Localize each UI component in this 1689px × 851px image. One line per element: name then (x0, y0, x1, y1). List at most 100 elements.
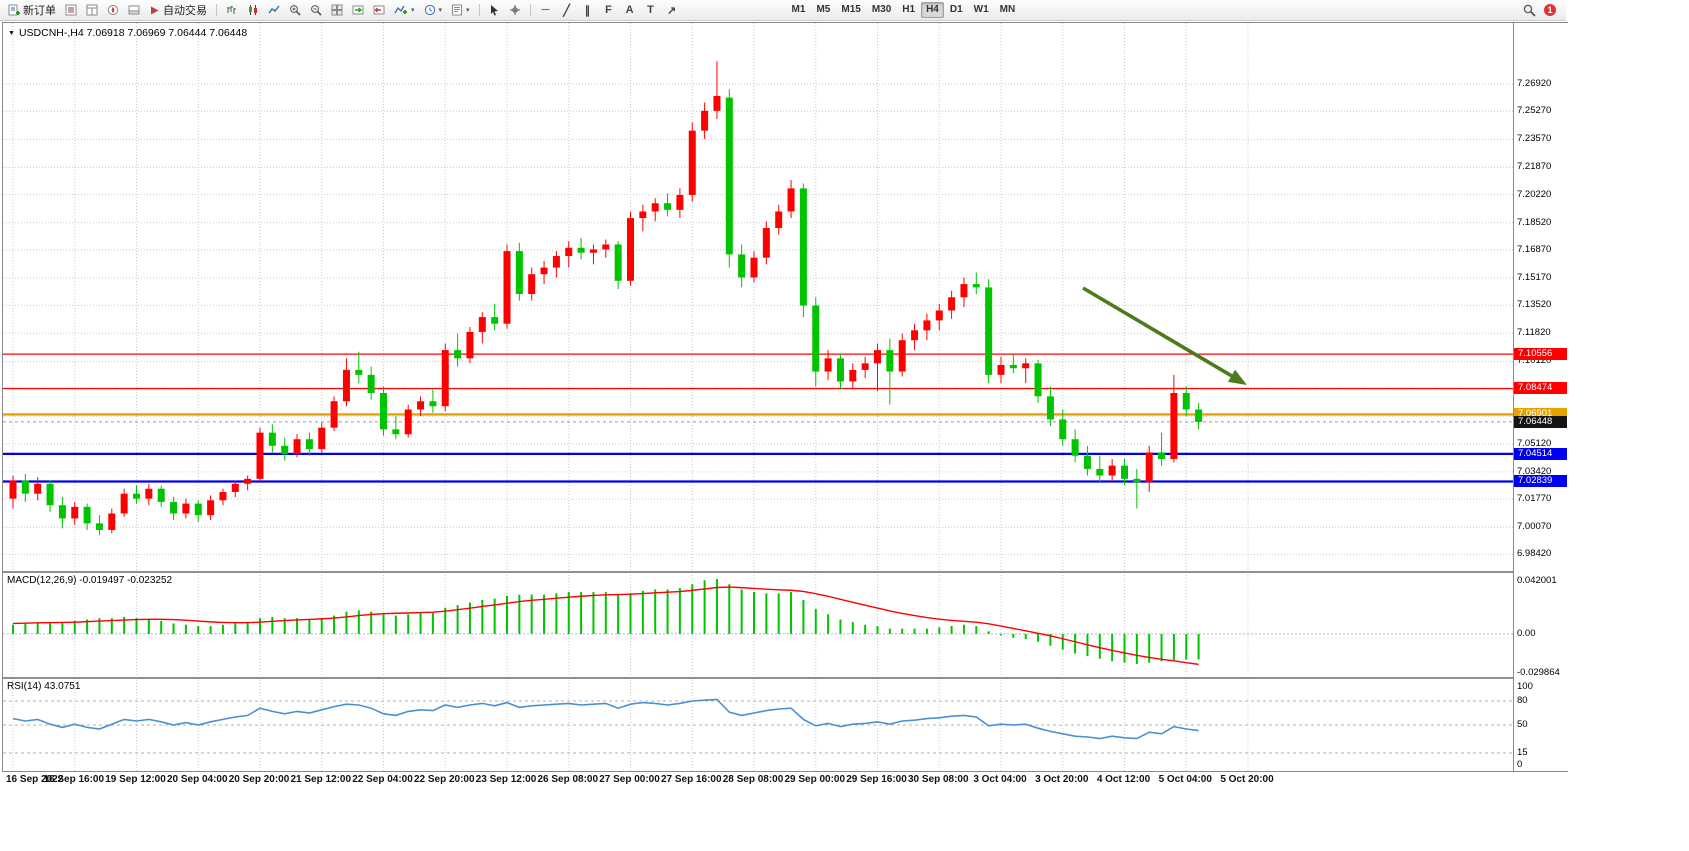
chart-window: ▼ USDCNH-,H4 7.06918 7.06969 7.06444 7.0… (2, 22, 1568, 772)
price-axis-label: 7.18520 (1517, 216, 1552, 228)
time-axis-label: 29 Sep 00:00 (784, 774, 846, 785)
bar-chart-button[interactable] (222, 2, 242, 19)
timeframe-h4-button[interactable]: H4 (921, 2, 944, 18)
bar-chart-icon (227, 6, 236, 14)
search-icon[interactable] (1523, 4, 1536, 17)
candlestick-chart-icon (249, 5, 257, 15)
periods-button[interactable]: ▾ (420, 2, 447, 19)
timeframe-m30-button[interactable]: M30 (871, 4, 892, 15)
indicators-button[interactable]: ▾ (390, 2, 419, 19)
time-axis-label: 20 Sep 04:00 (166, 774, 228, 785)
auto-trading-button[interactable]: 自动交易 (145, 2, 211, 19)
text-tool-button[interactable]: A (625, 4, 634, 16)
zoom-in-button[interactable] (285, 2, 305, 19)
navigator-icon (107, 4, 119, 16)
time-axis-label: 29 Sep 16:00 (846, 774, 907, 785)
level-price-tag: 7.08474 (1514, 382, 1567, 395)
trend-arrow-annotation (1082, 286, 1247, 385)
equidistant-channel-tool-button[interactable]: ∥ (584, 4, 591, 17)
trendline-tool-button[interactable]: ╱ (563, 4, 570, 17)
terminal-icon (128, 5, 140, 15)
templates-button[interactable]: ▾ (447, 2, 474, 19)
time-axis-label: 28 Sep 08:00 (722, 774, 784, 785)
rsi-indicator-label: RSI(14) 43.0751 (7, 681, 81, 692)
pane-splitter-macd[interactable] (3, 571, 1513, 574)
price-axis-label: 7.00070 (1517, 521, 1552, 533)
horizontal-line-tool-button[interactable]: ─ (541, 4, 550, 16)
new-order-label: 新订单 (23, 5, 56, 17)
time-axis-label: 23 Sep 12:00 (475, 774, 537, 785)
zoom-in-icon (290, 5, 301, 16)
rsi-axis-label: 80 (1517, 695, 1528, 706)
level-price-tag: 7.10556 (1514, 348, 1567, 361)
rsi-pane (12, 698, 1199, 740)
chevron-down-icon: ▾ (466, 7, 470, 14)
chart-shift-button[interactable] (369, 2, 389, 19)
toolbar-separator (216, 4, 217, 16)
new-order-button[interactable]: 新订单 (4, 2, 60, 19)
macd-indicator-label: MACD(12,26,9) -0.019497 -0.023252 (7, 575, 173, 586)
time-axis-label: 16 Sep 16:00 (43, 774, 105, 785)
crosshair-button[interactable] (505, 2, 525, 19)
time-axis-label: 27 Sep 16:00 (660, 774, 722, 785)
timeframe-m1-button[interactable]: M1 (791, 4, 806, 15)
rsi-axis-label: 0 (1517, 759, 1523, 770)
time-axis-label: 3 Oct 04:00 (973, 774, 1027, 785)
pane-splitter-rsi[interactable] (3, 677, 1513, 680)
market-watch-icon (65, 4, 77, 16)
time-axis-label: 21 Sep 12:00 (290, 774, 352, 785)
tile-windows-button[interactable] (327, 2, 347, 19)
auto-scroll-button[interactable] (348, 2, 368, 19)
navigator-button[interactable] (103, 2, 123, 19)
rsi-line (12, 698, 1199, 740)
grid (3, 23, 1513, 771)
data-window-button[interactable] (82, 2, 102, 19)
timeframe-h1-button[interactable]: H1 (902, 4, 916, 15)
main-toolbar: 新订单 自动交易 (0, 0, 1566, 21)
mt4-window: 新订单 自动交易 (0, 0, 1568, 788)
candlestick-series (9, 61, 1203, 535)
candlestick-chart-button[interactable] (243, 2, 263, 19)
timeframe-w1-button[interactable]: W1 (973, 4, 989, 15)
time-axis-label: 4 Oct 12:00 (1096, 774, 1151, 785)
timeframe-m5-button[interactable]: M5 (816, 4, 831, 15)
timeframe-m15-button[interactable]: M15 (841, 4, 861, 15)
price-axis-label: 6.98420 (1517, 548, 1552, 560)
current-price-tag: 7.06448 (1514, 415, 1567, 428)
one-click-trading-toggle[interactable]: ▼ (8, 29, 15, 37)
chevron-down-icon: ▾ (438, 7, 443, 14)
time-axis-label: 3 Oct 20:00 (1035, 774, 1089, 785)
time-axis-label: 26 Sep 08:00 (537, 774, 599, 785)
timeframe-d1-button[interactable]: D1 (949, 4, 963, 15)
time-axis-label: 27 Sep 00:00 (599, 774, 660, 785)
timeframe-mn-button[interactable]: MN (999, 4, 1016, 15)
cursor-button[interactable] (485, 2, 504, 19)
price-axis-label: 7.15170 (1517, 271, 1552, 283)
chart-title-bar: ▼ USDCNH-,H4 7.06918 7.06969 7.06444 7.0… (8, 27, 247, 39)
price-axis-label: 7.05120 (1517, 437, 1552, 449)
line-chart-button[interactable] (264, 2, 284, 19)
arrow-tools-tool-button[interactable]: ↗ (666, 4, 677, 17)
price-axis-label: 7.11820 (1517, 327, 1551, 339)
terminal-button[interactable] (124, 2, 144, 19)
time-axis-label: 20 Sep 20:00 (228, 774, 290, 785)
data-window-icon (86, 4, 98, 16)
macd-signal-line (12, 586, 1199, 666)
time-axis[interactable]: 16 Sep 2022 16 Sep 16:00 19 Sep 12:00 20 Se… (2, 772, 1566, 788)
chart-canvas[interactable] (3, 23, 1513, 771)
text-label-tool-button[interactable]: T (647, 4, 654, 16)
macd-axis-label: -0.029864 (1517, 666, 1560, 678)
price-axis-label: 7.13520 (1517, 299, 1552, 311)
zoom-out-button[interactable] (306, 2, 326, 19)
market-watch-button[interactable] (61, 2, 81, 19)
chart-shift-icon (373, 5, 385, 15)
time-axis-label: 5 Oct 04:00 (1158, 774, 1212, 785)
fibonacci-retracement-tool-button[interactable]: F (605, 4, 612, 16)
price-axis-label: 7.23570 (1517, 133, 1552, 145)
time-axis-label: 5 Oct 20:00 (1220, 774, 1274, 785)
notification-badge[interactable]: 1 (1544, 4, 1556, 16)
price-axis-label: 7.20220 (1517, 188, 1552, 200)
auto-scroll-icon (352, 5, 364, 15)
price-axis-label: 7.21870 (1517, 161, 1552, 173)
price-axis[interactable]: 7.26920 7.25270 7.23570 7.21870 7.20220 7.185… (1513, 23, 1568, 771)
